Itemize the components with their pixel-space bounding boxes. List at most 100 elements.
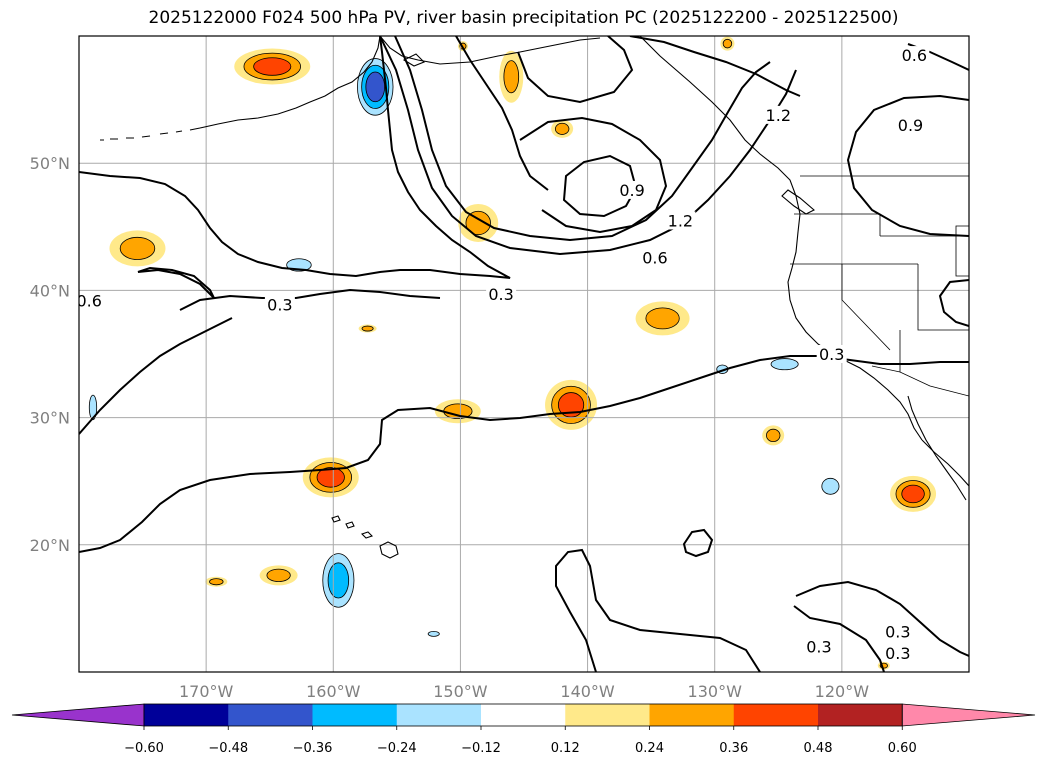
longitude-tick-label: 130°W: [688, 682, 743, 701]
pv-contour-0.3-south-loop: [555, 548, 761, 672]
chart-title: 2025122000 F024 500 hPa PV, river basin …: [148, 8, 899, 28]
colorbar-segment: [396, 704, 482, 726]
latitude-tick-label: 30°N: [30, 409, 70, 428]
pv-contour-0.3-southeast: [795, 580, 969, 657]
precip-anomaly-patch: [205, 576, 228, 587]
pv-contour-0.3-east: [938, 279, 969, 327]
contour-label: 0.9: [898, 116, 923, 135]
colorbar-tick-label: −0.36: [293, 741, 333, 756]
colorbar-tick-label: −0.60: [124, 741, 164, 756]
precip-anomaly-patch: [259, 565, 298, 586]
contour-label-background: [816, 345, 847, 363]
precip-anomaly-patch: [762, 425, 785, 446]
contour-label-background: [665, 211, 696, 230]
precip-anomaly-patch: [545, 379, 598, 430]
colorbar-outline: [143, 703, 903, 727]
aleutian-islands: [100, 127, 201, 141]
longitude-tick-label: 140°W: [560, 682, 615, 701]
pv-contour-0.6-jet: [379, 36, 797, 256]
precip-anomaly-level: [209, 578, 224, 586]
contour-label: 0.6: [642, 248, 667, 267]
state-border-id-nv: [917, 264, 969, 331]
longitude-tick-label: 150°W: [433, 682, 488, 701]
contour-label: 1.2: [766, 106, 791, 125]
colorbar-segment: [228, 704, 313, 726]
latitude-tick-label: 20°N: [30, 536, 70, 555]
contour-label-background: [973, 180, 1003, 198]
contour-label-background: [882, 643, 913, 662]
colorbar-segment: [312, 704, 398, 726]
state-border-ca-nv: [841, 264, 891, 351]
precip-anomaly-level: [119, 236, 156, 260]
colorbar-tick-label: 0.48: [804, 741, 833, 756]
precip-anomaly-level: [316, 467, 345, 488]
precip-anomaly-patch: [424, 629, 443, 638]
great-lakes-outline: [955, 225, 969, 277]
pv-contour-1.2-arc: [455, 36, 549, 191]
contour-label: 0.9: [619, 181, 644, 200]
pv-contour-0.9-ring: [519, 116, 668, 234]
colorbar-segment: [565, 704, 650, 726]
precip-anomaly-level: [645, 307, 680, 330]
contour-label-background: [803, 637, 834, 656]
hawaii-maui: [360, 531, 374, 539]
precip-anomaly-level: [327, 562, 350, 599]
precip-anomaly-patch: [795, 540, 804, 547]
precip-anomaly-level: [766, 428, 781, 443]
pv-contour-0.3-mid: [179, 288, 441, 311]
contour-label: 0.3: [806, 638, 831, 657]
precip-anomaly-level: [821, 477, 840, 495]
precip-anomaly-level: [465, 210, 491, 236]
colorbar-tick-label: 0.36: [719, 741, 748, 756]
colorbar-min-extension: [11, 703, 145, 727]
contour-label-background: [264, 295, 295, 314]
precip-anomaly-level: [361, 325, 374, 332]
contour-label-background: [639, 248, 670, 267]
longitude-tick-label: 170°W: [179, 682, 234, 701]
precip-anomaly-patch: [358, 324, 377, 333]
contour-label: 1.2: [668, 211, 693, 230]
longitude-tick-label: 120°W: [815, 682, 870, 701]
colorbar-segment: [649, 704, 735, 726]
pv-contour-0.3-south: [79, 355, 969, 553]
pv-contour-0.6-northeast-arc: [846, 94, 969, 237]
pv-contour-0.3-southeast-inner: [793, 605, 885, 672]
precip-anomaly-patch: [109, 230, 166, 267]
precip-anomaly-level: [266, 568, 291, 582]
longitude-tick-label: 160°W: [306, 682, 361, 701]
pv-contour-0.3-west: [79, 36, 511, 279]
contour-label-background: [899, 46, 930, 65]
contour-label: 0.3: [885, 644, 910, 663]
pv-contour-1.2-north: [517, 36, 634, 104]
pv-contour-0.3-circle: [682, 528, 714, 558]
precip-anomaly-level: [722, 38, 733, 49]
pv-contours: [79, 36, 969, 672]
precip-anomaly-level: [88, 394, 98, 421]
precip-anomaly-patch: [813, 592, 822, 599]
precip-anomaly-patch: [234, 48, 311, 85]
latitude-tick-label: 50°N: [30, 154, 70, 173]
precip-anomaly-patch: [353, 51, 398, 122]
contour-label: 0.3: [488, 285, 513, 304]
colorbar-tick-label: −0.12: [461, 741, 501, 756]
contour-label-background: [79, 291, 105, 310]
colorbar-tick-label: 0.12: [551, 741, 580, 756]
us-mexico-border: [871, 365, 969, 397]
mexico-mainland-coast: [921, 439, 969, 487]
precip-anomaly-level: [554, 122, 570, 135]
precip-anomaly-patch: [816, 473, 845, 500]
contour-label: 0.3: [885, 622, 910, 641]
hawaii-oahu: [345, 521, 355, 529]
contour-label-background: [763, 105, 794, 124]
colorbar: −0.60 −0.48 −0.36 −0.24 −0.12 0.12 0.24 0.36 0.4…: [11, 703, 1036, 756]
precip-anomaly-level: [427, 630, 440, 637]
precip-anomaly-patch: [720, 36, 735, 51]
contour-label: 0.3: [819, 345, 844, 364]
precip-anomaly-level: [365, 71, 386, 103]
latitude-tick-label: 40°N: [30, 281, 70, 300]
pv-contour-0.9-upper: [629, 36, 801, 97]
southeast-alaska-coast: [379, 36, 601, 65]
colorbar-max-extension: [901, 703, 1036, 727]
contour-labels: 0.6 0.3 0.3 0.6 0.9 1.2 1.2 0.9 0.6 0.3 0.3 0.3 0.3 0…: [79, 46, 1003, 663]
